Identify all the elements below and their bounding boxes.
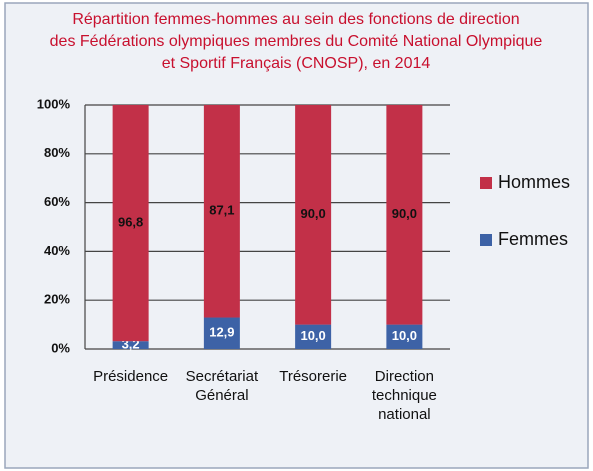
value-label: 10,0 — [300, 328, 325, 343]
value-label: 96,8 — [118, 215, 143, 230]
y-tick-label: 100% — [37, 96, 71, 111]
legend-swatch — [480, 177, 492, 189]
y-tick-label: 80% — [44, 145, 70, 160]
bar-segment — [386, 105, 423, 325]
value-label: 90,0 — [392, 206, 417, 221]
chart-title: des Fédérations olympiques membres du Co… — [50, 33, 543, 50]
legend-swatch — [480, 234, 492, 246]
bar-segment — [112, 341, 149, 349]
x-tick-label: Trésorerie — [279, 368, 348, 385]
value-label: 87,1 — [209, 203, 234, 218]
chart-title: et Sportif Français (CNOSP), en 2014 — [162, 55, 431, 72]
y-tick-label: 20% — [44, 292, 70, 307]
chart-title: Répartition femmes-hommes au sein des fo… — [72, 11, 519, 28]
bar-segment — [203, 105, 240, 318]
y-tick-label: 0% — [51, 340, 70, 355]
y-tick-label: 60% — [44, 194, 70, 209]
legend-label: Femmes — [498, 229, 568, 249]
bar-segment — [386, 324, 423, 349]
legend-label: Hommes — [498, 172, 570, 192]
y-tick-label: 40% — [44, 243, 70, 258]
bar-segment — [203, 317, 240, 349]
bar-segment — [295, 105, 332, 325]
value-label: 12,9 — [209, 325, 234, 340]
x-tick-label: Présidence — [93, 368, 169, 385]
bar-segment — [295, 324, 332, 349]
x-tick-label: Secrétariat Général — [185, 368, 259, 404]
x-tick-label: Direction technique national — [371, 368, 437, 423]
bar-segment — [112, 105, 149, 342]
value-label: 10,0 — [392, 328, 417, 343]
value-label: 90,0 — [300, 206, 325, 221]
